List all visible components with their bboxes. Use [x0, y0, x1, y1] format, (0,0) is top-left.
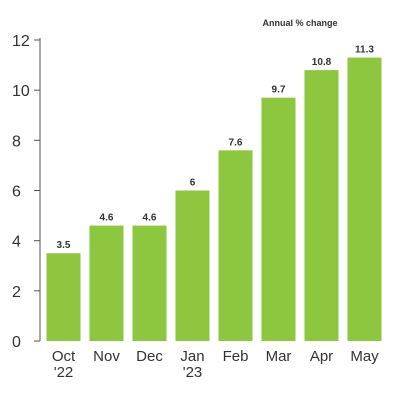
- x-tick-label: Nov: [93, 348, 120, 365]
- y-tick-label: 12: [12, 33, 30, 50]
- bar: [347, 57, 382, 341]
- bar: [132, 225, 167, 341]
- bar: [175, 190, 210, 341]
- data-label: 6: [190, 178, 196, 189]
- data-label: 11.3: [355, 45, 374, 56]
- y-tick-label: 4: [12, 234, 21, 251]
- x-tick-label: Oct: [52, 348, 76, 365]
- x-tick-label: May: [350, 348, 379, 365]
- bar: [261, 97, 296, 341]
- x-tick-label: Jan: [180, 348, 204, 365]
- data-label: 9.7: [272, 85, 286, 96]
- bar: [304, 70, 339, 341]
- x-tick-label: '22: [54, 364, 74, 381]
- data-label: 10.8: [312, 57, 332, 68]
- x-tick-label: Dec: [136, 348, 163, 365]
- x-tick-label: Feb: [223, 348, 249, 365]
- x-axis-labels: Oct'22 Nov Dec Jan'23 Feb Mar Apr May: [52, 348, 379, 381]
- x-tick-label: Apr: [310, 348, 333, 365]
- y-tick-label: 6: [12, 184, 21, 201]
- y-tick-label: 10: [12, 83, 30, 100]
- bars: [46, 57, 382, 341]
- bar: [46, 253, 81, 341]
- bar: [218, 150, 253, 341]
- data-label: 4.6: [100, 213, 114, 224]
- y-tick-label: 0: [12, 334, 21, 351]
- y-axis-ticks: 0 2 4 6 8 10 12: [12, 33, 40, 351]
- x-tick-label: '23: [183, 364, 203, 381]
- data-labels: 3.5 4.6 4.6 6 7.6 9.7 10.8 11.3: [57, 45, 375, 252]
- data-label: 3.5: [57, 240, 71, 251]
- x-tick-label: Mar: [266, 348, 292, 365]
- bar: [89, 225, 124, 341]
- y-tick-label: 8: [12, 133, 21, 150]
- chart-subtitle: Annual % change: [262, 18, 337, 28]
- y-tick-label: 2: [12, 284, 21, 301]
- data-label: 4.6: [143, 213, 157, 224]
- data-label: 7.6: [229, 137, 243, 148]
